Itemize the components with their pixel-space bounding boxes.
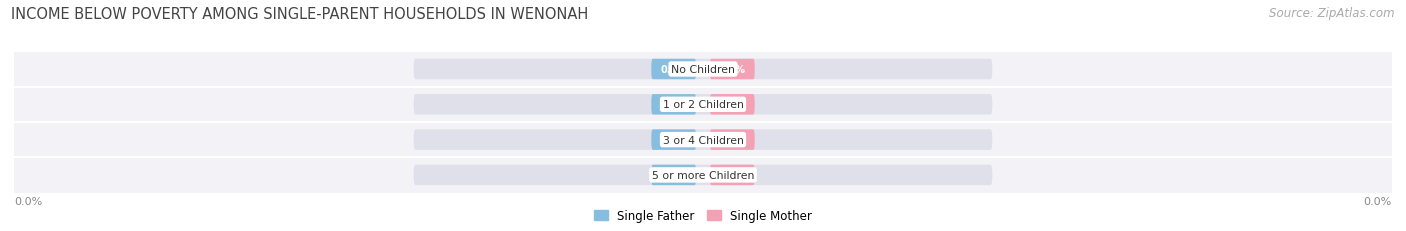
Legend: Single Father, Single Mother: Single Father, Single Mother [589,204,817,227]
Text: 5 or more Children: 5 or more Children [652,170,754,180]
Text: INCOME BELOW POVERTY AMONG SINGLE-PARENT HOUSEHOLDS IN WENONAH: INCOME BELOW POVERTY AMONG SINGLE-PARENT… [11,7,589,22]
FancyBboxPatch shape [651,130,696,150]
FancyBboxPatch shape [710,95,755,115]
Text: No Children: No Children [671,65,735,75]
FancyBboxPatch shape [710,165,755,185]
FancyBboxPatch shape [413,130,993,150]
FancyBboxPatch shape [413,95,993,115]
Text: 3 or 4 Children: 3 or 4 Children [662,135,744,145]
Bar [14,122,1392,158]
Text: 0.0%: 0.0% [718,65,745,75]
Text: 0.0%: 0.0% [718,170,745,180]
Text: 0.0%: 0.0% [661,65,688,75]
FancyBboxPatch shape [710,60,755,80]
Text: 1 or 2 Children: 1 or 2 Children [662,100,744,110]
Bar [14,87,1392,122]
FancyBboxPatch shape [413,165,993,185]
Text: 0.0%: 0.0% [1364,197,1392,207]
Text: 0.0%: 0.0% [661,135,688,145]
Bar [14,158,1392,193]
Text: 0.0%: 0.0% [661,100,688,110]
Text: 0.0%: 0.0% [718,135,745,145]
FancyBboxPatch shape [651,60,696,80]
Bar [14,52,1392,87]
Text: Source: ZipAtlas.com: Source: ZipAtlas.com [1270,7,1395,20]
FancyBboxPatch shape [651,165,696,185]
FancyBboxPatch shape [651,95,696,115]
FancyBboxPatch shape [413,60,993,80]
Text: 0.0%: 0.0% [661,170,688,180]
Text: 0.0%: 0.0% [14,197,42,207]
Text: 0.0%: 0.0% [718,100,745,110]
FancyBboxPatch shape [710,130,755,150]
